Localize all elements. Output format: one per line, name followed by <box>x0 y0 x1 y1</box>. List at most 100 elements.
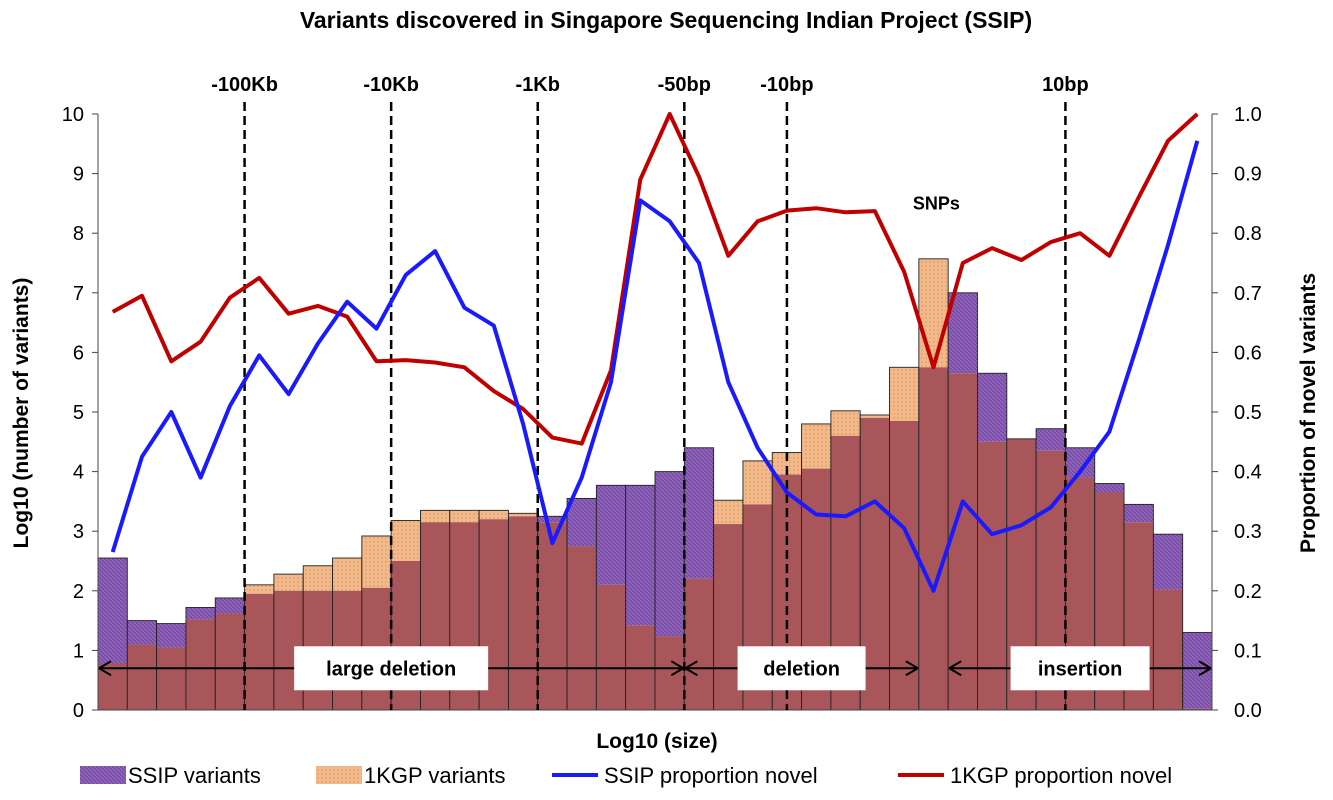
kgp-bar-excess <box>772 452 802 475</box>
overlap-bar <box>537 522 568 710</box>
y-left-tick-label: 4 <box>73 462 84 484</box>
region-label: large deletion <box>326 658 456 680</box>
size-boundary-label: -100Kb <box>211 74 278 96</box>
ssip-bar-excess <box>185 607 216 620</box>
size-boundary-label: -1Kb <box>516 74 560 96</box>
kgp-bar-excess <box>244 584 274 594</box>
kgp-bar-excess <box>273 574 304 591</box>
y-left-tick-label: 10 <box>62 104 84 126</box>
y-right-tick-label: 0.9 <box>1234 164 1262 186</box>
legend-label-ssip: SSIP variants <box>128 763 261 788</box>
y-right-tick-label: 0.3 <box>1234 521 1262 543</box>
ssip-bar-excess <box>215 597 245 614</box>
line-1kgp-proportion-novel <box>111 112 1199 446</box>
ssip-bar-excess <box>98 558 128 664</box>
overlap-bar <box>889 420 919 710</box>
x-axis-title: Log10 (size) <box>596 730 717 753</box>
y-axis-left-title: Log10 (number of variants) <box>10 278 33 549</box>
kgp-bar-excess <box>918 258 949 368</box>
kgp-bar-excess <box>742 460 773 505</box>
kgp-bar-excess <box>830 410 861 436</box>
y-left-tick-label: 8 <box>73 223 84 245</box>
kgp-bar-excess <box>391 520 421 561</box>
overlap-bar <box>918 367 949 710</box>
legend-swatch-ssip <box>80 766 126 784</box>
y-right-tick-label: 0.6 <box>1234 342 1262 364</box>
ssip-bar-excess <box>977 373 1007 442</box>
kgp-bar-excess <box>713 500 743 525</box>
y-left-tick-label: 1 <box>73 640 84 662</box>
y-axis-right-title: Proportion of novel variants <box>1297 273 1320 553</box>
overlap-bar <box>1153 589 1183 710</box>
ssip-bar-excess <box>567 498 597 547</box>
region-arrow-head-right <box>670 660 684 677</box>
overlap-bar <box>127 644 157 710</box>
size-boundary-label: 10bp <box>1042 74 1089 96</box>
region-arrow-head-right <box>1198 660 1212 677</box>
y-left-tick-label: 7 <box>73 283 84 305</box>
overlap-bar <box>977 441 1007 710</box>
y-left-tick-label: 0 <box>73 700 84 722</box>
y-right-tick-label: 0.8 <box>1234 223 1262 245</box>
region-arrow-head-left <box>684 660 698 677</box>
region-label-box <box>1010 646 1150 691</box>
y-left-tick-label: 2 <box>73 581 84 603</box>
legend: SSIP variants 1KGP variants SSIP proport… <box>80 763 1172 788</box>
overlap-bar <box>156 647 186 710</box>
overlap-bar <box>244 593 274 710</box>
y-right-tick-label: 1.0 <box>1234 104 1262 126</box>
plot-area: 0 1 2 3 4 5 6 7 8 9 10 0.0 0.1 0.2 0.3 0.4 0.5 0.6 0.7 0.8 0… <box>62 74 1262 722</box>
region-arrow-head-right <box>905 660 919 677</box>
overlap-bar <box>1182 708 1212 710</box>
kgp-bar-excess <box>449 510 480 523</box>
ssip-bar-excess <box>655 471 685 637</box>
overlap-bar <box>684 578 714 710</box>
region-arrow-head-left <box>948 660 962 677</box>
size-boundary-label: -10Kb <box>363 74 419 96</box>
region-label-box <box>737 646 866 691</box>
region-label-box <box>294 646 489 691</box>
kgp-bar-excess <box>889 367 919 421</box>
region-label: insertion <box>1038 658 1122 680</box>
ssip-bar-excess <box>1036 428 1066 451</box>
kgp-bar-excess <box>303 565 333 591</box>
overlap-bar <box>185 619 216 710</box>
y-right-tick-label: 0.1 <box>1234 640 1262 662</box>
kgp-bar-excess <box>332 558 362 591</box>
overlap-bar <box>508 516 538 710</box>
y-right-tick-label: 0.0 <box>1234 700 1262 722</box>
overlap-bar <box>567 546 597 710</box>
kgp-bar-excess <box>860 414 890 418</box>
y-right-tick-label: 0.2 <box>1234 581 1262 603</box>
y-left-tick-label: 9 <box>73 164 84 186</box>
ssip-bar-excess <box>156 623 186 648</box>
ssip-bar-excess <box>537 516 568 523</box>
ssip-bar-excess <box>1153 534 1183 590</box>
y-left-tick-label: 3 <box>73 521 84 543</box>
region-label: deletion <box>763 658 840 680</box>
ssip-bar-excess <box>127 620 157 645</box>
bars-group <box>97 258 1213 711</box>
legend-swatch-1kgp <box>316 766 362 784</box>
ssip-bar-excess <box>596 485 626 585</box>
size-boundary-label: -10bp <box>760 74 813 96</box>
overlap-bar <box>215 613 245 710</box>
snps-annotation: SNPs <box>913 193 960 213</box>
ssip-bar-excess <box>948 292 978 374</box>
ssip-bar-excess <box>625 485 655 626</box>
ssip-bar-excess <box>1094 483 1125 493</box>
kgp-bar-excess <box>479 510 509 520</box>
size-boundary-label: -50bp <box>658 74 711 96</box>
y-right-tick-label: 0.4 <box>1234 462 1262 484</box>
y-left-tick-label: 5 <box>73 402 84 424</box>
overlap-bar <box>948 373 978 710</box>
kgp-bar-excess <box>801 423 831 469</box>
ssip-bar-excess <box>684 447 714 579</box>
y-right-tick-label: 0.5 <box>1234 402 1262 424</box>
kgp-bar-excess <box>508 513 538 517</box>
legend-label-1kgp-line: 1KGP proportion novel <box>950 763 1172 788</box>
legend-label-ssip-line: SSIP proportion novel <box>604 763 818 788</box>
kgp-bar-excess <box>420 510 450 523</box>
region-arrow-head-left <box>98 660 112 677</box>
ssip-bar-excess <box>1124 504 1154 523</box>
